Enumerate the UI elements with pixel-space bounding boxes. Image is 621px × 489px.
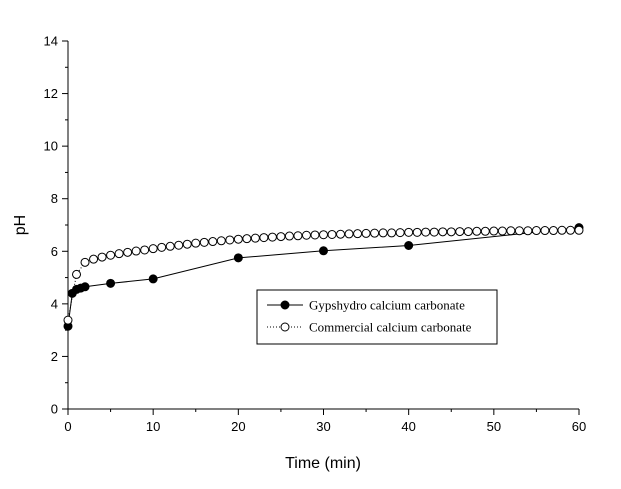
data-point bbox=[199, 237, 209, 247]
data-point bbox=[531, 226, 541, 236]
data-point bbox=[310, 230, 320, 240]
data-point bbox=[233, 253, 243, 263]
legend-label: Gypshydro calcium carbonate bbox=[309, 298, 465, 313]
x-tick-label: 40 bbox=[401, 419, 415, 434]
data-point bbox=[157, 242, 167, 252]
data-point bbox=[63, 315, 73, 325]
data-point bbox=[327, 229, 337, 239]
data-point bbox=[301, 230, 311, 240]
x-tick-label: 0 bbox=[64, 419, 71, 434]
data-point bbox=[233, 234, 243, 244]
data-point bbox=[438, 227, 448, 237]
data-point bbox=[489, 226, 499, 236]
data-point bbox=[421, 227, 431, 237]
data-point bbox=[404, 241, 414, 251]
data-point bbox=[174, 240, 184, 250]
data-point bbox=[463, 227, 473, 237]
data-point bbox=[106, 278, 116, 288]
data-point bbox=[165, 241, 175, 251]
data-point bbox=[446, 227, 456, 237]
data-point bbox=[523, 226, 533, 236]
y-tick-label: 4 bbox=[51, 296, 58, 311]
data-point bbox=[208, 237, 218, 247]
data-point bbox=[370, 228, 380, 238]
x-tick-label: 30 bbox=[316, 419, 330, 434]
data-point bbox=[514, 226, 524, 236]
data-point bbox=[472, 226, 482, 236]
data-point bbox=[540, 226, 550, 236]
legend-label: Commercial calcium carbonate bbox=[309, 320, 472, 335]
y-tick-label: 0 bbox=[51, 402, 58, 417]
data-point bbox=[182, 239, 192, 249]
data-point bbox=[344, 229, 354, 239]
data-point bbox=[574, 225, 584, 235]
data-point bbox=[412, 227, 422, 237]
x-tick-label: 10 bbox=[146, 419, 160, 434]
data-point bbox=[404, 227, 414, 237]
data-point bbox=[250, 233, 260, 243]
legend: Gypshydro calcium carbonate Commercial ca… bbox=[256, 289, 498, 345]
data-point bbox=[319, 246, 328, 256]
data-point bbox=[319, 230, 328, 240]
data-point bbox=[565, 225, 575, 235]
data-point bbox=[284, 231, 294, 241]
data-point bbox=[114, 249, 124, 259]
y-tick-label: 6 bbox=[51, 244, 58, 259]
x-axis-label: Time (min) bbox=[285, 455, 361, 472]
x-tick-label: 60 bbox=[572, 419, 586, 434]
data-point bbox=[395, 228, 405, 238]
data-point bbox=[361, 228, 371, 238]
data-point bbox=[480, 226, 490, 236]
data-point bbox=[387, 228, 397, 238]
series-layer bbox=[63, 223, 584, 331]
data-point bbox=[106, 250, 116, 260]
y-tick-label: 2 bbox=[51, 349, 58, 364]
data-point bbox=[242, 234, 252, 244]
data-point bbox=[89, 254, 99, 264]
data-point bbox=[429, 227, 439, 237]
x-tick-label: 20 bbox=[231, 419, 245, 434]
x-tick-label: 50 bbox=[487, 419, 501, 434]
data-point bbox=[267, 232, 277, 242]
data-point bbox=[131, 246, 141, 256]
legend-entry-gypshydro-calcium-carbonate: Gypshydro calcium carbonate bbox=[267, 298, 465, 313]
legend-marker bbox=[280, 322, 290, 332]
data-point bbox=[506, 226, 516, 236]
data-point bbox=[497, 226, 507, 236]
data-point bbox=[148, 244, 158, 254]
y-tick-label: 12 bbox=[44, 86, 58, 101]
y-tick-label: 10 bbox=[44, 139, 58, 154]
data-point bbox=[216, 236, 226, 246]
legend-box bbox=[256, 289, 498, 345]
data-point bbox=[378, 228, 388, 238]
data-point bbox=[276, 232, 286, 242]
data-point bbox=[148, 274, 158, 284]
data-point bbox=[191, 238, 201, 248]
y-tick-label: 8 bbox=[51, 191, 58, 206]
data-point bbox=[123, 247, 133, 257]
y-axis-label: pH bbox=[12, 215, 29, 235]
series-commercial-calcium-carbonate bbox=[63, 225, 584, 325]
data-point bbox=[336, 229, 346, 239]
data-point bbox=[97, 252, 107, 262]
data-point bbox=[259, 233, 269, 243]
y-tick-label: 14 bbox=[44, 34, 58, 49]
data-point bbox=[72, 269, 82, 279]
data-point bbox=[140, 245, 150, 255]
axes: 0 2 4 6 8 10 12 14 0 10 20 30 40 50 60 bbox=[44, 34, 587, 435]
legend-entry-commercial-calcium-carbonate: Commercial calcium carbonate bbox=[267, 320, 472, 335]
data-point bbox=[353, 229, 363, 239]
data-point bbox=[455, 227, 465, 237]
data-point bbox=[80, 257, 90, 267]
data-point bbox=[557, 225, 567, 235]
data-point bbox=[225, 235, 235, 245]
data-point bbox=[293, 231, 303, 241]
data-point bbox=[548, 226, 558, 236]
legend-marker bbox=[280, 300, 290, 310]
data-point bbox=[80, 282, 90, 292]
